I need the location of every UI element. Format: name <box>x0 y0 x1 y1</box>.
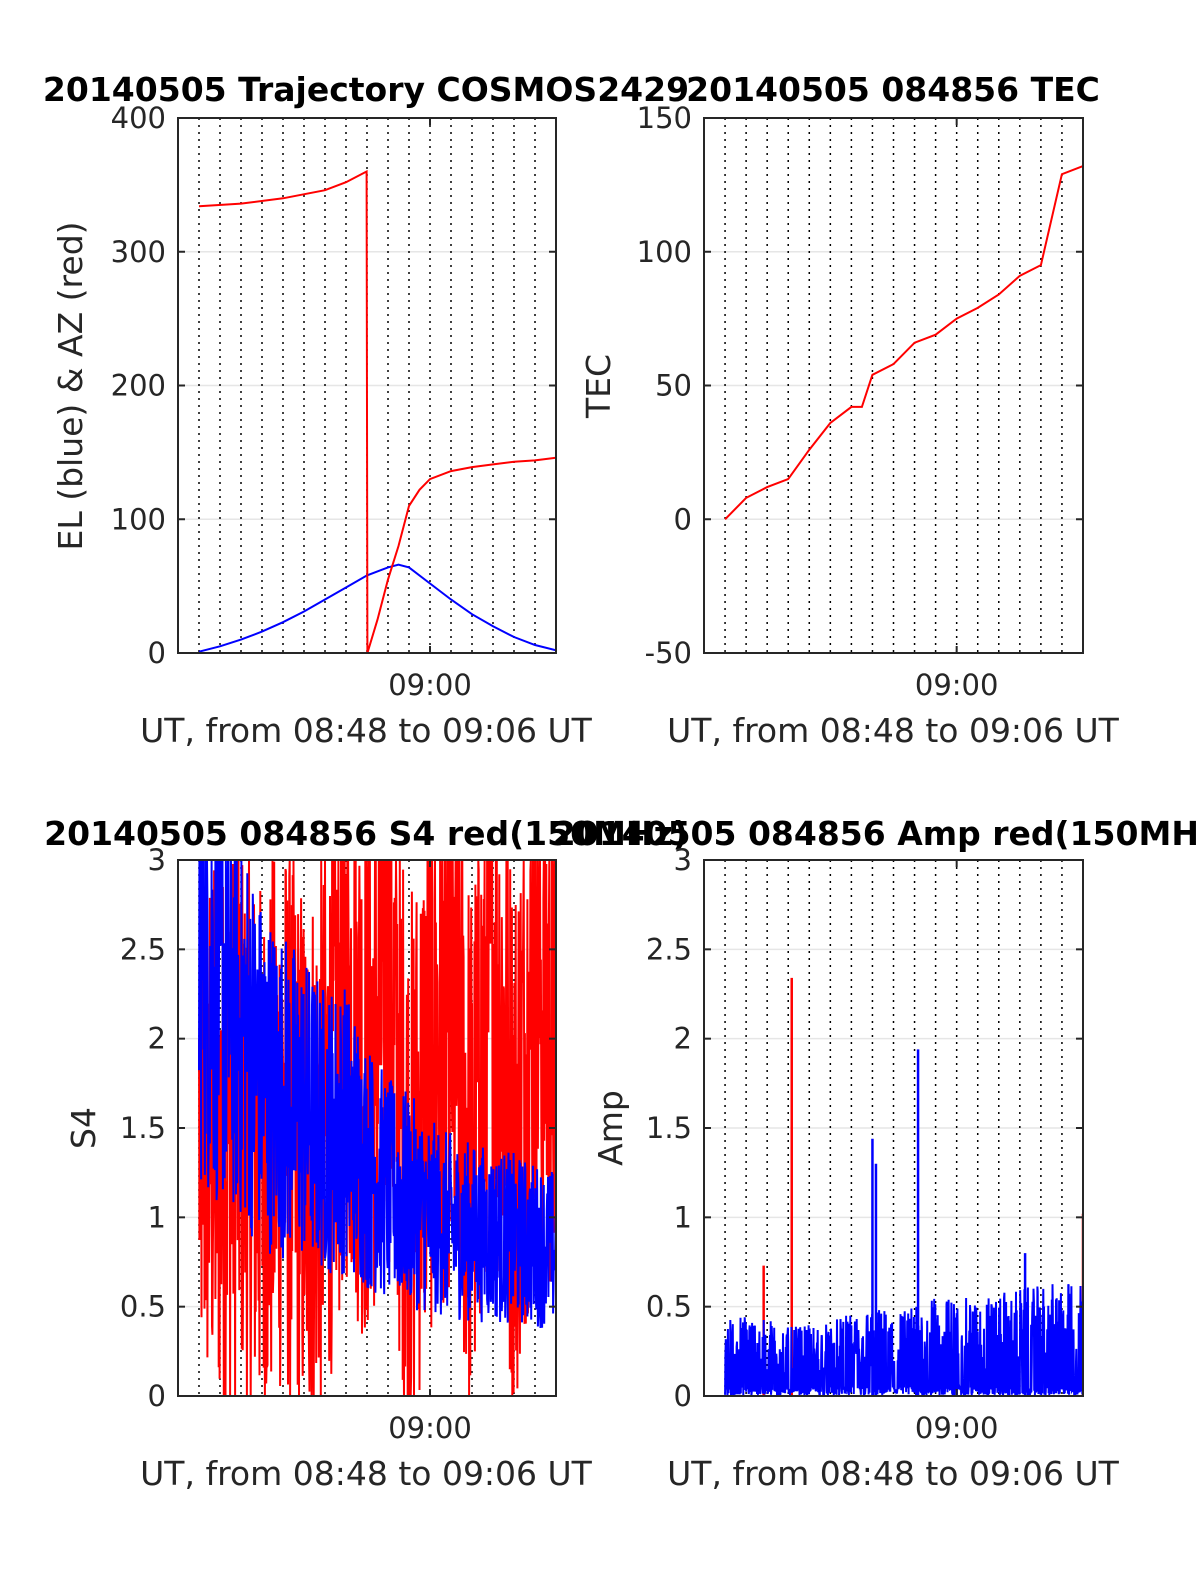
series-line <box>724 1283 1083 1396</box>
series-group <box>724 977 1083 1396</box>
y-tick-label: 1.5 <box>120 1111 166 1145</box>
series-line <box>724 165 1083 521</box>
series-group <box>198 860 556 1396</box>
y-tick-label: 2 <box>148 1022 166 1056</box>
x-axis-label: UT, from 08:48 to 09:06 UT <box>667 711 1120 750</box>
y-tick-label: 2.5 <box>120 932 166 966</box>
panel-title: 20140505 Trajectory COSMOS2429 <box>43 70 689 109</box>
x-axis-label: UT, from 08:48 to 09:06 UT <box>140 1454 593 1493</box>
series-line <box>198 563 556 653</box>
panel-trajectory: 20140505 Trajectory COSMOS2429 UT, from … <box>43 70 689 750</box>
y-tick-label: 3 <box>148 843 166 877</box>
panel-title: 20140505 084856 TEC <box>686 70 1100 109</box>
y-tick-label: 300 <box>111 235 166 269</box>
x-axis-label: UT, from 08:48 to 09:06 UT <box>140 711 593 750</box>
y-axis-label: S4 <box>64 1107 103 1149</box>
y-tick-label: 100 <box>111 502 166 536</box>
y-tick-label: 1 <box>148 1200 166 1234</box>
y-tick-label: 0 <box>674 502 692 536</box>
y-tick-label: 0 <box>674 1379 692 1413</box>
y-tick-label: 100 <box>637 235 692 269</box>
series-line <box>198 860 556 1329</box>
y-tick-label: 150 <box>637 101 692 135</box>
y-tick-label: 0 <box>148 636 166 670</box>
x-tick-label: 09:00 <box>388 668 472 702</box>
x-tick-label: 09:00 <box>915 1411 999 1445</box>
series-line <box>198 169 556 653</box>
panel-tec: 20140505 084856 TEC UT, from 08:48 to 09… <box>579 70 1120 750</box>
panel-s4: 20140505 084856 S4 red(150MHz) UT, from … <box>44 814 688 1493</box>
y-tick-label: 400 <box>111 101 166 135</box>
y-tick-label: 50 <box>655 369 692 403</box>
y-tick-label: 0 <box>148 1379 166 1413</box>
y-tick-label: -50 <box>645 636 692 670</box>
y-tick-label: 3 <box>674 843 692 877</box>
series-line <box>198 860 556 1396</box>
x-tick-label: 09:00 <box>388 1411 472 1445</box>
y-axis-label: EL (blue) & AZ (red) <box>51 221 90 550</box>
x-tick-label: 09:00 <box>915 668 999 702</box>
y-tick-label: 0.5 <box>646 1290 692 1324</box>
y-axis-label: Amp <box>591 1090 630 1166</box>
y-axis-label: TEC <box>579 354 618 419</box>
series-group <box>724 165 1083 521</box>
panel-amp: 20140505 084856 Amp red(150MHz) UT, from… <box>553 814 1200 1493</box>
panel-title: 20140505 084856 S4 red(150MHz) <box>44 814 688 853</box>
y-tick-label: 1.5 <box>646 1111 692 1145</box>
series-group <box>198 169 556 653</box>
x-axis-label: UT, from 08:48 to 09:06 UT <box>667 1454 1120 1493</box>
panel-title: 20140505 084856 Amp red(150MHz) <box>553 814 1200 853</box>
y-tick-label: 2 <box>674 1022 692 1056</box>
y-tick-label: 1 <box>674 1200 692 1234</box>
y-tick-label: 0.5 <box>120 1290 166 1324</box>
y-tick-label: 200 <box>111 369 166 403</box>
y-tick-label: 2.5 <box>646 932 692 966</box>
